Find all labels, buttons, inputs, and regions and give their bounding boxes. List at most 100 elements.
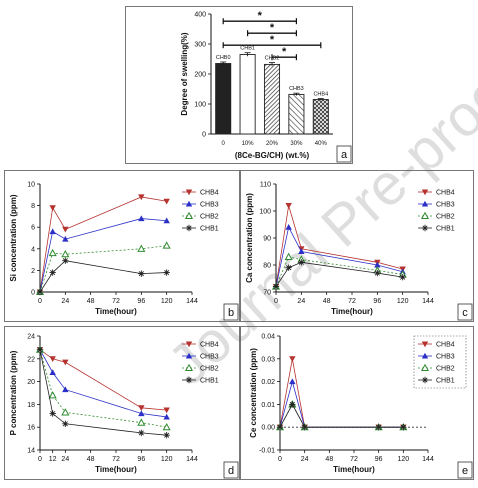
series-chb4 (276, 356, 407, 431)
x-tick-label: 10% (242, 141, 255, 147)
x-tick-label: 0 (38, 298, 42, 305)
panel-label: b (228, 307, 234, 319)
x-axis-label: Time(hour) (95, 465, 137, 474)
x-tick-label: 96 (375, 456, 383, 463)
x-tick-label: 72 (112, 298, 120, 305)
series-chb3 (36, 215, 170, 295)
series-line (279, 358, 404, 428)
bar-data-label: CHB0 (216, 55, 231, 61)
y-tick-label: 22 (27, 356, 35, 363)
legend-label: CHB4 (200, 190, 219, 197)
data-point (62, 420, 69, 427)
x-tick-label: 48 (323, 298, 331, 305)
y-tick-label: 14 (27, 448, 35, 455)
x-axis-label: Time(hour) (331, 307, 373, 316)
x-tick-label: 120 (161, 456, 173, 463)
data-point (137, 244, 146, 252)
chart-svg-d: 14 16 18 20 22 24 0 12 24 48 72 96 120 144 Time(hour) P… (4, 326, 240, 480)
chart-panel-d: 14 16 18 20 22 24 0 12 24 48 72 96 120 144 Time(hour) P… (4, 326, 240, 480)
legend-label: CHB2 (200, 214, 219, 221)
series-line (275, 256, 403, 287)
series-chb2 (271, 252, 407, 290)
x-tick-label: 144 (186, 298, 198, 305)
legend-label: CHB3 (436, 354, 455, 361)
data-point (49, 356, 56, 362)
significance-star: * (270, 22, 275, 34)
bar (215, 63, 232, 135)
series-line (275, 261, 403, 287)
data-point (285, 203, 292, 209)
legend-marker (420, 363, 430, 372)
x-tick-label: 24 (61, 298, 69, 305)
legend-marker (421, 376, 429, 384)
data-point (61, 249, 70, 258)
panel-frame (125, 6, 353, 164)
panel-label-box (457, 303, 473, 321)
data-point (48, 248, 57, 257)
series-line (279, 403, 404, 428)
x-tick-label: 0 (274, 298, 278, 305)
chart-panel-a: 0 100 200 300 400 Degree of swelling(%) (8Ce-B… (125, 6, 353, 164)
data-point (49, 269, 56, 276)
x-tick-label: 24 (61, 456, 69, 463)
data-point (138, 429, 145, 437)
data-point (62, 226, 69, 233)
data-point (138, 405, 145, 412)
legend-label: CHB2 (200, 366, 219, 373)
panel-label: d (228, 465, 234, 477)
x-tick-label: 120 (161, 298, 173, 305)
x-tick-label: 20% (266, 141, 279, 147)
series-line (39, 349, 167, 411)
legend-marker (185, 224, 193, 232)
y-tick-label: 18 (27, 402, 35, 409)
legend-label: CHB1 (436, 226, 455, 233)
series-line (39, 196, 167, 293)
y-tick-label: 200 (194, 72, 206, 79)
series-line (39, 218, 167, 293)
data-point (298, 259, 305, 266)
panel-label-box (223, 303, 239, 321)
x-tick-label: 12 (49, 456, 57, 463)
data-point (289, 401, 296, 408)
data-point (272, 283, 280, 290)
y-tick-label: 400 (194, 12, 206, 19)
bar (288, 93, 305, 135)
data-point (285, 264, 292, 271)
x-tick-label: 144 (422, 298, 434, 305)
legend-label: CHB2 (436, 366, 455, 373)
series-chb4 (36, 194, 170, 296)
y-tick-label: 0 (31, 290, 35, 297)
data-point (400, 424, 407, 431)
data-point (162, 241, 171, 249)
data-point (298, 248, 305, 255)
legend-label: CHB3 (200, 354, 219, 361)
legend-marker (185, 200, 193, 207)
panel-label-box (223, 461, 239, 479)
series-line (39, 349, 167, 428)
x-tick-label: 24 (301, 456, 309, 463)
series-chb3 (272, 224, 406, 290)
data-point (138, 194, 145, 201)
panel-frame (4, 170, 240, 322)
series-chb3 (276, 378, 407, 430)
series-line (39, 245, 167, 293)
x-tick-label: 72 (112, 456, 120, 463)
panel-frame (240, 326, 474, 480)
y-tick-label: 100 (194, 102, 206, 109)
y-tick-label: 300 (194, 42, 206, 49)
y-axis-label: Ca concentration (ppm) (245, 193, 254, 283)
data-point (289, 378, 296, 385)
data-point (62, 386, 69, 393)
legend-label: CHB1 (436, 378, 455, 385)
legend-label: CHB1 (200, 378, 219, 385)
chart-svg-e: -0.01 0.00 0.01 0.02 0.03 0.04 0 24 48 72 96 120 144… (240, 326, 474, 480)
x-tick-label: 96 (137, 298, 145, 305)
series-chb4 (272, 203, 406, 290)
y-tick-label: 80 (263, 263, 271, 270)
panel-label-box (336, 145, 352, 163)
y-tick-label: 110 (260, 182, 271, 189)
data-point (49, 205, 56, 211)
y-tick-label: -0.01 (259, 448, 275, 455)
data-point (284, 252, 293, 260)
